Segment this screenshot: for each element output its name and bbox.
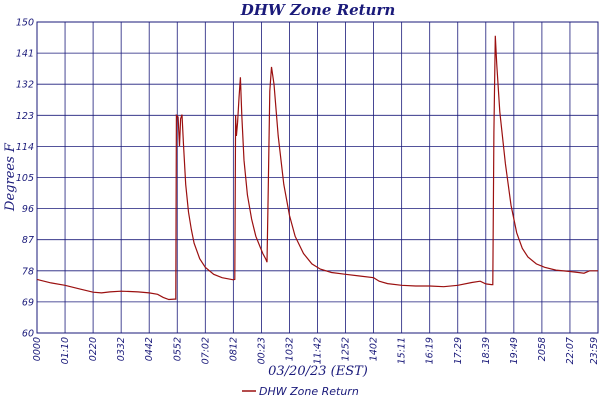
y-tick-label: 87 bbox=[22, 235, 34, 246]
x-tick-label: 15:11 bbox=[397, 337, 408, 364]
x-tick-label: 23:59 bbox=[589, 337, 600, 364]
x-tick-label: 0812 bbox=[228, 337, 239, 361]
y-tick-label: 132 bbox=[16, 80, 34, 91]
legend-label: DHW Zone Return bbox=[259, 385, 359, 398]
y-tick-label: 105 bbox=[16, 173, 34, 184]
y-tick-label: 60 bbox=[22, 329, 34, 340]
x-tick-label: 16:19 bbox=[425, 337, 436, 364]
x-axis-title: 03/20/23 (EST) bbox=[268, 364, 368, 379]
x-tick-label: 19:49 bbox=[509, 337, 520, 364]
x-tick-label: 2058 bbox=[537, 337, 548, 361]
x-tick-label: 11:42 bbox=[313, 337, 324, 364]
y-axis-title: Degrees F bbox=[3, 142, 18, 212]
y-tick-label: 69 bbox=[22, 297, 34, 308]
legend: DHW Zone Return bbox=[242, 385, 359, 398]
x-tick-label: 17:29 bbox=[453, 337, 464, 364]
x-tick-label: 1402 bbox=[369, 337, 380, 361]
x-tick-label: 22:07 bbox=[565, 337, 576, 364]
y-tick-label: 114 bbox=[16, 142, 34, 153]
y-tick-label: 78 bbox=[22, 266, 34, 277]
x-tick-label: 01:10 bbox=[60, 337, 71, 364]
x-tick-label: 07:02 bbox=[200, 337, 211, 364]
y-tick-label: 96 bbox=[22, 204, 34, 215]
x-tick-label: 1032 bbox=[284, 337, 295, 361]
x-tick-label: 1252 bbox=[341, 337, 352, 361]
series-line-dhw-zone-return bbox=[36, 35, 598, 301]
x-tick-label: 18:39 bbox=[481, 337, 492, 364]
y-tick-label: 141 bbox=[16, 49, 34, 60]
x-tick-label: 0552 bbox=[172, 337, 183, 361]
x-tick-label: 0332 bbox=[116, 337, 127, 361]
y-tick-label: 123 bbox=[16, 111, 34, 122]
x-tick-label: 0000 bbox=[32, 337, 43, 361]
x-tick-label: 0442 bbox=[144, 337, 155, 361]
grid bbox=[36, 21, 599, 334]
chart-title: DHW Zone Return bbox=[240, 1, 396, 19]
y-axis-ticks: 60 69 78 87 96 105 114 123 132 141 150 bbox=[16, 18, 34, 340]
y-tick-label: 150 bbox=[16, 18, 34, 29]
x-tick-label: 0220 bbox=[88, 337, 99, 361]
x-axis-ticks: 0000 01:10 0220 0332 0442 0552 07:02 0812 00:23 1… bbox=[32, 337, 600, 364]
x-tick-label: 00:23 bbox=[256, 337, 267, 364]
